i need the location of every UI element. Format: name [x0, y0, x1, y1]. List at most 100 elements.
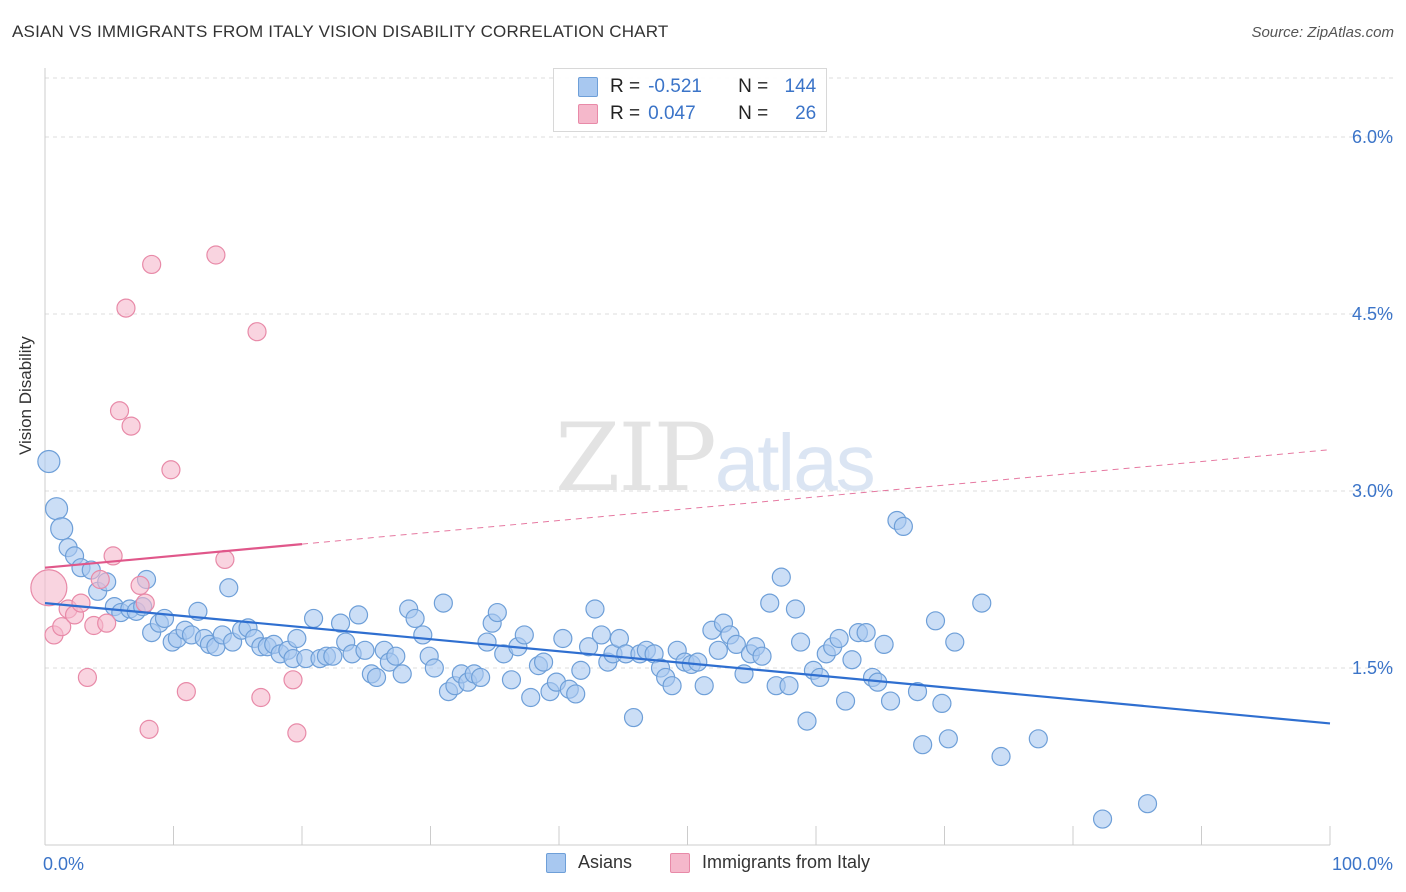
italy-point	[77, 667, 98, 688]
asians-point	[925, 611, 946, 631]
n-value: 26	[795, 103, 817, 124]
italy-point	[161, 460, 181, 480]
asians-point	[188, 601, 208, 621]
asians-point	[37, 449, 61, 474]
italy-point	[30, 569, 68, 607]
asians-point	[1137, 794, 1158, 814]
asians-point	[771, 567, 791, 587]
r-label: R =	[610, 76, 641, 97]
asians-point	[688, 652, 708, 672]
asians-point	[424, 658, 444, 678]
asians-point	[1028, 729, 1048, 749]
watermark-zip: ZIP	[555, 404, 717, 513]
asians-point	[752, 646, 772, 666]
stats-row-asians: R = -0.521 N = 144	[578, 75, 816, 99]
source-credit: Source: ZipAtlas.com	[1251, 24, 1394, 41]
asians-point	[154, 608, 175, 629]
asians-point	[578, 637, 599, 657]
italy-point	[247, 322, 267, 342]
asians-swatch	[546, 852, 566, 873]
italy-point	[176, 681, 196, 702]
asians-point	[386, 646, 406, 666]
r-value: 0.047	[648, 103, 696, 124]
asians-point	[1092, 809, 1113, 829]
asians-point	[477, 632, 497, 652]
asians-point	[829, 628, 849, 649]
asians-point	[591, 625, 612, 645]
asians-point	[366, 667, 387, 688]
y-tick-label: 4.5%	[1352, 304, 1393, 324]
asians-point	[413, 625, 433, 645]
asians-point	[708, 640, 728, 660]
y-tick-label: 3.0%	[1352, 481, 1393, 501]
asians-point	[797, 711, 817, 731]
asians-point	[348, 605, 369, 625]
stats-row-italy: R = 0.047 N = 26	[578, 102, 816, 126]
italy-point	[90, 569, 110, 590]
italy-point	[97, 613, 117, 633]
italy-point	[52, 617, 72, 637]
asians-point	[760, 593, 780, 613]
y-axis-label: Vision Disability	[16, 336, 35, 455]
asians-point	[938, 729, 958, 749]
italy-point	[116, 298, 136, 318]
asians-point	[287, 628, 307, 649]
asians-point	[893, 516, 913, 537]
italy-swatch	[670, 852, 690, 873]
asians-point	[785, 599, 806, 619]
italy-swatch	[578, 104, 598, 124]
watermark-atlas: atlas	[714, 418, 876, 507]
n-label: N =	[738, 76, 769, 97]
y-tick-label: 1.5%	[1352, 658, 1393, 678]
italy-point	[283, 670, 303, 690]
italy-point	[130, 575, 150, 596]
legend-item-asians[interactable]: Asians	[546, 852, 632, 873]
asians-point	[662, 676, 682, 696]
asians-point	[392, 664, 412, 684]
asians-point	[219, 578, 239, 598]
asians-point	[571, 660, 591, 680]
asians-point	[810, 667, 830, 688]
asians-point	[623, 707, 644, 728]
asians-point	[44, 497, 69, 521]
legend-label: Immigrants from Italy	[702, 852, 871, 872]
asians-point	[945, 632, 965, 652]
italy-point	[206, 245, 226, 265]
italy-point	[287, 723, 307, 743]
italy-point	[121, 416, 141, 436]
asians-point	[726, 634, 746, 655]
legend-label: Asians	[578, 852, 633, 872]
asians-point	[405, 608, 425, 629]
y-tick-label: 6.0%	[1352, 127, 1393, 147]
asians-point	[880, 691, 901, 711]
italy-point	[109, 401, 130, 421]
asians-point	[874, 634, 894, 655]
r-label: R =	[610, 103, 641, 124]
asians-point	[932, 693, 952, 714]
chart-title: ASIAN VS IMMIGRANTS FROM ITALY VISION DI…	[12, 22, 669, 41]
asians-point	[835, 691, 856, 711]
asians-point	[790, 632, 811, 652]
italy-trend-line-dashed	[301, 449, 1331, 545]
asians-point	[553, 628, 573, 649]
asians-point	[913, 735, 933, 755]
asians-point	[471, 667, 491, 688]
asians-trend-line	[44, 602, 1331, 725]
legend-item-italy[interactable]: Immigrants from Italy	[670, 852, 870, 873]
italy-point	[139, 719, 159, 739]
asians-point	[779, 676, 799, 696]
asians-point	[842, 650, 862, 670]
asians-point	[856, 622, 876, 643]
asians-point	[533, 652, 554, 672]
asians-point	[303, 608, 324, 629]
asians-point	[330, 613, 351, 633]
italy-point	[142, 254, 162, 275]
asians-point	[501, 670, 522, 690]
asians-point	[585, 599, 605, 619]
italy-point	[215, 549, 235, 570]
r-value: -0.521	[648, 76, 702, 97]
asians-point	[991, 746, 1011, 767]
stats-box: R = -0.521 N = 144 R = 0.047 N = 26	[553, 68, 827, 132]
n-value: 144	[784, 76, 817, 97]
